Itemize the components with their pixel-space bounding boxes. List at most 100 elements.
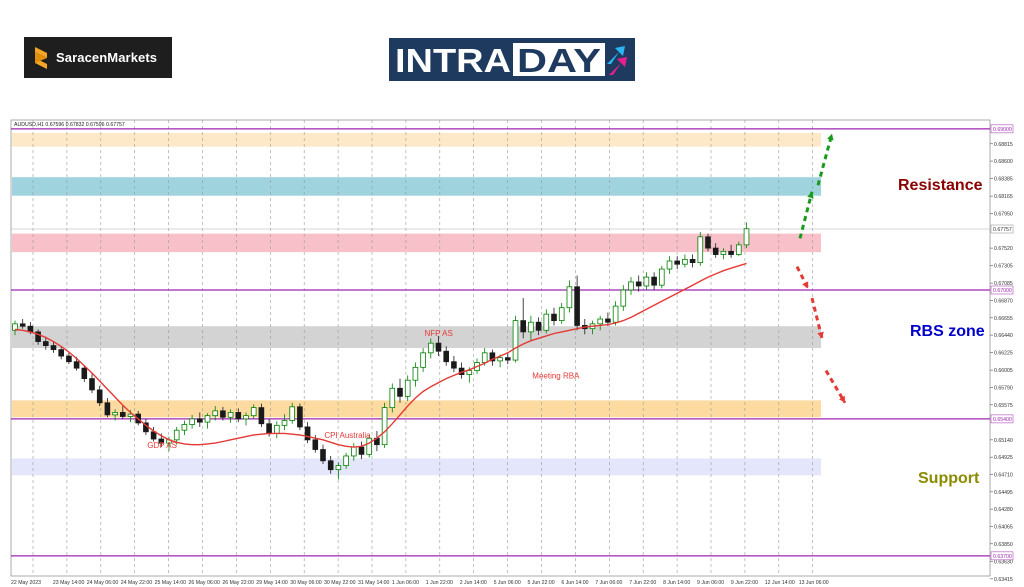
saracen-logo-text: SaracenMarkets bbox=[56, 50, 158, 65]
intraday-banner: INTRA DAY bbox=[389, 38, 635, 81]
candle-body bbox=[96, 389, 103, 404]
y-tick-label: 0.67085 bbox=[994, 281, 1013, 287]
x-tick-label: 26 May 06:00 bbox=[189, 580, 221, 586]
y-tick-label: 0.67305 bbox=[994, 263, 1013, 269]
candle-body bbox=[243, 415, 249, 420]
x-tick-label: 25 May 14:00 bbox=[155, 580, 187, 586]
candle-body bbox=[58, 349, 64, 357]
intraday-banner-graphic: INTRA DAY bbox=[389, 38, 635, 81]
candle-body bbox=[736, 244, 742, 255]
x-tick-label: 7 Jun 06:00 bbox=[595, 580, 622, 586]
banner-text-day: DAY bbox=[517, 42, 601, 79]
candle-body bbox=[43, 341, 49, 346]
candle-body bbox=[512, 320, 519, 361]
candle-body bbox=[620, 289, 627, 307]
zone-support bbox=[12, 458, 821, 476]
candle-body bbox=[497, 357, 503, 362]
y-tick-label: 0.66655 bbox=[994, 316, 1013, 322]
candle-body bbox=[173, 429, 180, 441]
candle-body bbox=[112, 412, 118, 416]
projection-arrowhead bbox=[827, 133, 834, 141]
candle-body bbox=[412, 366, 419, 381]
zone-resistance-low bbox=[12, 233, 821, 253]
projection-arrowhead bbox=[839, 395, 845, 403]
x-tick-label: 30 May 22:00 bbox=[324, 580, 356, 586]
candle-body bbox=[689, 258, 696, 264]
candle-body bbox=[81, 367, 88, 380]
candle-body bbox=[281, 420, 288, 426]
candle-body bbox=[427, 342, 434, 354]
level-tag bbox=[990, 414, 1014, 424]
candle-body bbox=[258, 407, 265, 425]
current-price-tag bbox=[990, 224, 1014, 234]
x-tick-label: 7 Jun 22:00 bbox=[629, 580, 656, 586]
x-tick-label: 1 Jun 22:00 bbox=[426, 580, 453, 586]
projection-arrowhead bbox=[817, 331, 824, 339]
candle-body bbox=[189, 418, 195, 425]
candle-body bbox=[566, 286, 573, 309]
y-tick-label: 0.64925 bbox=[994, 455, 1013, 461]
candle-body bbox=[273, 424, 280, 434]
banner-day-box bbox=[513, 43, 605, 76]
event-annotation: GDP AS bbox=[147, 441, 177, 450]
resistance-label: Resistance bbox=[898, 177, 983, 194]
projection-arrow-down bbox=[810, 297, 824, 339]
candle-body bbox=[227, 412, 234, 418]
candle-body bbox=[420, 352, 426, 368]
y-tick-label: 0.66440 bbox=[994, 333, 1013, 339]
candle-body bbox=[404, 379, 411, 397]
chart-header: AUDUSD,H1 0.67596 0.67832 0.67596 0.6775… bbox=[14, 122, 125, 128]
candle-body bbox=[12, 323, 18, 331]
candle-body bbox=[89, 378, 95, 391]
y-tick-label: 0.68600 bbox=[994, 159, 1013, 165]
x-tick-label: 26 May 22:00 bbox=[222, 580, 254, 586]
y-tick-label: 0.64280 bbox=[994, 507, 1013, 513]
level-label: 0.63700 bbox=[993, 554, 1012, 560]
candle-body bbox=[682, 258, 688, 265]
candle-body bbox=[50, 345, 57, 351]
projection-arrow-up bbox=[798, 191, 814, 239]
candle-body bbox=[66, 355, 72, 363]
candle-body bbox=[104, 402, 111, 416]
candle-body bbox=[181, 424, 188, 431]
candle-body bbox=[551, 313, 557, 322]
candle-body bbox=[451, 361, 457, 369]
level-tag bbox=[990, 551, 1014, 561]
candle-body bbox=[666, 260, 673, 270]
y-tick-label: 0.66870 bbox=[994, 298, 1013, 304]
candle-body bbox=[635, 281, 642, 287]
level-label: 0.69000 bbox=[993, 127, 1012, 133]
x-tick-label: 1 Jun 06:00 bbox=[392, 580, 419, 586]
y-tick-label: 0.65575 bbox=[994, 403, 1013, 409]
candle-body bbox=[674, 260, 680, 265]
candle-body bbox=[659, 268, 665, 286]
candle-body bbox=[728, 250, 734, 255]
moving-average-line bbox=[14, 262, 747, 448]
zone-resistance-top bbox=[12, 132, 821, 147]
candle-body bbox=[466, 370, 473, 375]
x-tick-label: 23 May 14:00 bbox=[53, 580, 85, 586]
candle-body bbox=[304, 426, 311, 441]
y-tick-label: 0.66005 bbox=[994, 368, 1013, 374]
projection-arrowhead bbox=[807, 191, 814, 199]
candle-body bbox=[320, 449, 326, 462]
candle-body bbox=[289, 406, 295, 421]
candle-body bbox=[158, 438, 165, 444]
x-tick-label: 5 Jun 22:00 bbox=[528, 580, 555, 586]
candle-body bbox=[381, 407, 388, 446]
event-annotation: Meeting RBA bbox=[532, 372, 580, 381]
y-tick-label: 0.63850 bbox=[994, 542, 1013, 548]
candle-body bbox=[235, 412, 242, 420]
candle-body bbox=[504, 357, 511, 361]
candle-body bbox=[612, 305, 619, 323]
x-tick-label: 29 May 14:00 bbox=[256, 580, 288, 586]
candle-body bbox=[520, 320, 526, 333]
candle-body bbox=[443, 350, 449, 363]
candle-body bbox=[558, 307, 565, 322]
projection-arrow-down bbox=[824, 369, 847, 404]
zone-rbs-zone bbox=[12, 326, 821, 348]
y-tick-label: 0.65790 bbox=[994, 385, 1013, 391]
candle-body bbox=[712, 247, 719, 255]
candle-body bbox=[327, 460, 334, 471]
event-annotation: NFP AS bbox=[425, 329, 453, 338]
